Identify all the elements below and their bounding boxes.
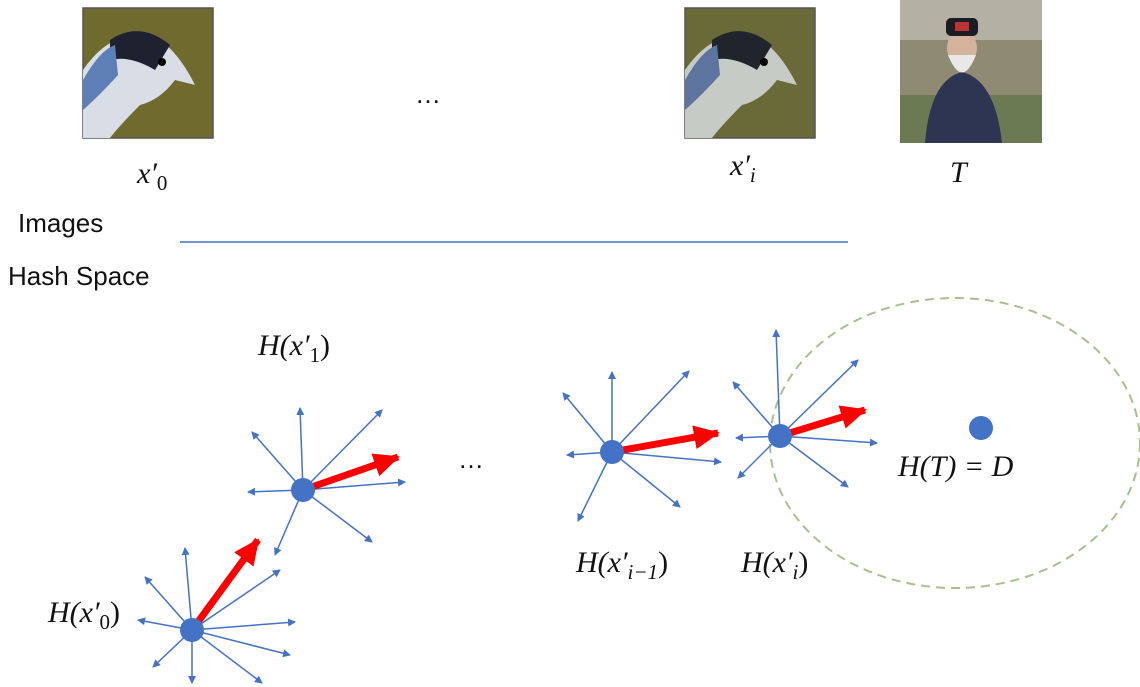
perturbation-arrow bbox=[300, 408, 303, 490]
region-label: Hash Space bbox=[8, 261, 150, 291]
image-bird-perturbed bbox=[685, 8, 815, 138]
hash-node bbox=[600, 440, 624, 464]
node-label: H(x′1) bbox=[257, 329, 330, 367]
label-sub: 1 bbox=[310, 343, 321, 367]
target-label: H(T) = D bbox=[897, 450, 1014, 483]
perturbation-arrow bbox=[780, 436, 848, 487]
perturbation-arrow bbox=[303, 490, 372, 542]
hash-node bbox=[291, 478, 315, 502]
image-label: x′i bbox=[729, 149, 756, 187]
label-base: x′ bbox=[136, 157, 157, 190]
node-label: H(x′i) bbox=[740, 546, 808, 584]
region-label: Images bbox=[18, 208, 103, 238]
label-sub: 0 bbox=[157, 171, 168, 195]
label-pre: H(x′ bbox=[257, 329, 310, 362]
label-sub: 0 bbox=[100, 610, 111, 634]
label-sub: i−1 bbox=[628, 560, 659, 584]
step-arrow bbox=[192, 540, 258, 630]
perturbation-arrow bbox=[192, 622, 295, 630]
node-label: H(x′i−1) bbox=[575, 546, 668, 584]
perturbation-arrow bbox=[192, 630, 262, 683]
label-sub: i bbox=[750, 163, 756, 187]
node-label: H(x′0) bbox=[47, 596, 120, 634]
label-pre: H(x′ bbox=[575, 546, 628, 579]
ellipsis: … bbox=[458, 444, 484, 474]
label-base: x′ bbox=[729, 149, 750, 182]
perturbation-arrow bbox=[192, 570, 280, 630]
perturbation-arrow bbox=[185, 548, 192, 630]
hash-node bbox=[180, 618, 204, 642]
target-node bbox=[969, 416, 993, 440]
hash-node bbox=[768, 424, 792, 448]
diagram: x′0 x′i T … Images Hash Space H(T) = D …… bbox=[0, 0, 1140, 687]
label-post: ) bbox=[798, 546, 808, 579]
label-pre: H(x′ bbox=[740, 546, 793, 579]
label-post: ) bbox=[110, 596, 120, 629]
image-label: x′0 bbox=[136, 157, 167, 195]
label-post: ) bbox=[658, 546, 668, 579]
perturbation-arrow bbox=[612, 452, 721, 462]
perturbation-arrow bbox=[612, 452, 680, 507]
label-post: ) bbox=[320, 329, 330, 362]
target-region bbox=[770, 298, 1140, 588]
label-pre: H(x′ bbox=[47, 596, 100, 629]
image-bird bbox=[83, 8, 213, 138]
image-label: T bbox=[950, 156, 969, 189]
perturbation-arrow bbox=[192, 630, 290, 655]
step-arrow bbox=[303, 457, 398, 490]
perturbation-arrow bbox=[780, 436, 877, 443]
ellipsis: … bbox=[415, 79, 441, 109]
perturbation-arrow bbox=[776, 330, 780, 436]
image-target bbox=[900, 0, 1042, 143]
